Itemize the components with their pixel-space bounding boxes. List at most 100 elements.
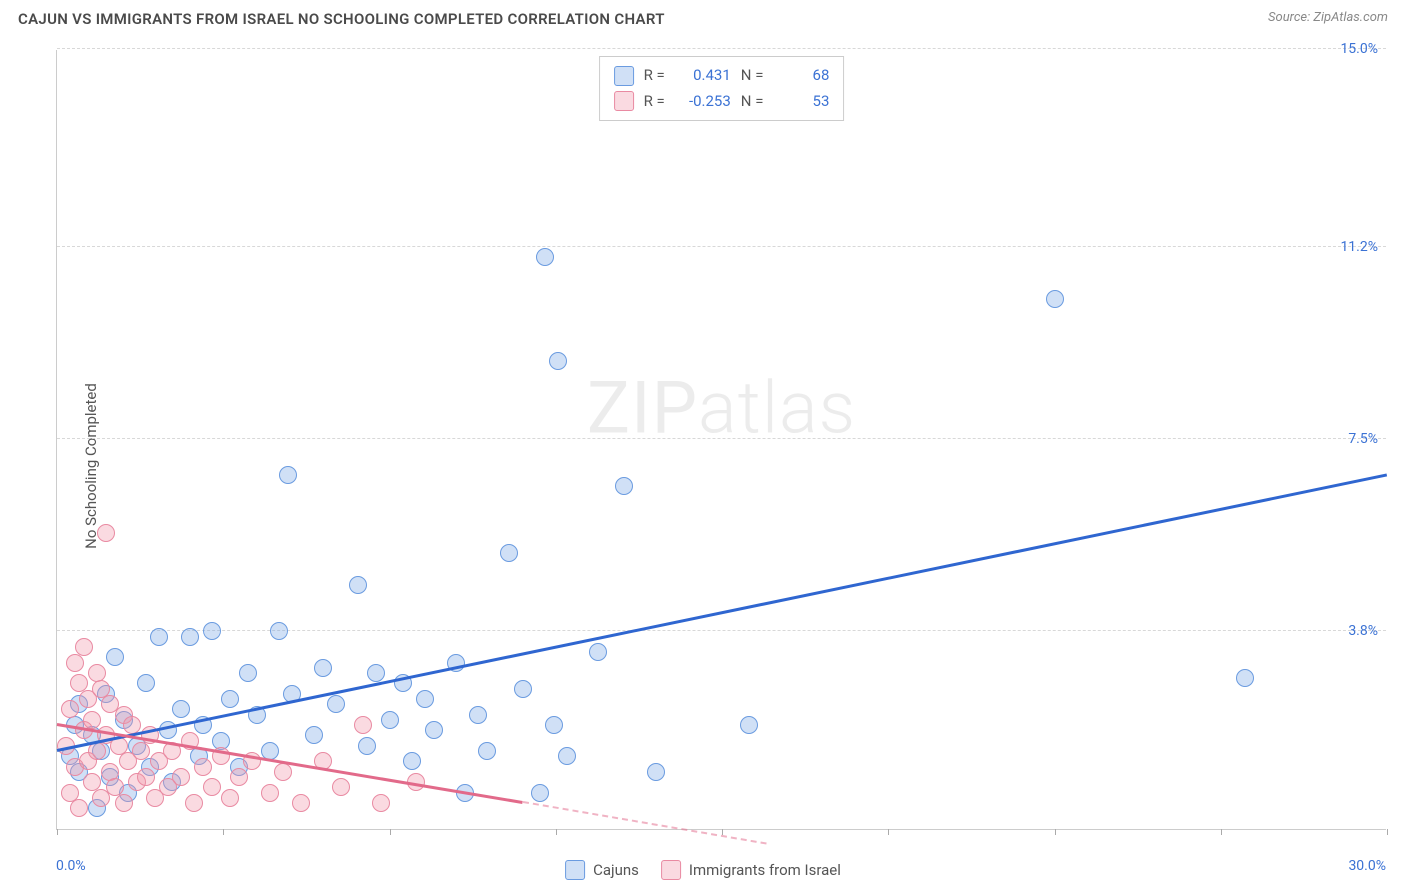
- data-point: [279, 466, 297, 484]
- data-point: [1236, 669, 1254, 687]
- gridline: [57, 438, 1386, 439]
- x-max-label: 30.0%: [1348, 858, 1386, 874]
- data-point: [181, 628, 199, 646]
- data-point: [239, 664, 257, 682]
- n-label-2: N =: [741, 89, 764, 115]
- data-point: [66, 654, 84, 672]
- n-value-2: 53: [773, 89, 829, 115]
- data-point: [70, 799, 88, 817]
- data-point: [403, 752, 421, 770]
- source-label: Source: ZipAtlas.com: [1268, 10, 1388, 25]
- x-tick: [390, 829, 391, 835]
- data-point: [137, 768, 155, 786]
- x-tick: [223, 829, 224, 835]
- data-point: [83, 711, 101, 729]
- data-point: [500, 544, 518, 562]
- r-value-2: -0.253: [675, 89, 731, 115]
- data-point: [327, 695, 345, 713]
- legend-label-2: Immigrants from Israel: [689, 861, 841, 879]
- data-point: [425, 721, 443, 739]
- data-point: [381, 711, 399, 729]
- data-point: [558, 747, 576, 765]
- y-tick-label: 15.0%: [1340, 41, 1378, 57]
- data-point: [261, 784, 279, 802]
- legend-swatch-1: [565, 860, 585, 880]
- data-point: [203, 622, 221, 640]
- stats-legend-box: R = 0.431 N = 68 R = -0.253 N = 53: [599, 56, 845, 121]
- gridline: [57, 246, 1386, 247]
- gridline: [57, 630, 1386, 631]
- data-point: [647, 763, 665, 781]
- data-point: [354, 716, 372, 734]
- x-tick: [556, 829, 557, 835]
- data-point: [203, 778, 221, 796]
- data-point: [358, 737, 376, 755]
- swatch-series1: [614, 66, 634, 86]
- x-tick: [1221, 829, 1222, 835]
- data-point: [740, 716, 758, 734]
- data-point: [305, 726, 323, 744]
- data-point: [545, 716, 563, 734]
- data-point: [115, 794, 133, 812]
- swatch-series2: [614, 91, 634, 111]
- data-point: [97, 524, 115, 542]
- data-point: [221, 690, 239, 708]
- data-point: [137, 674, 155, 692]
- data-point: [367, 664, 385, 682]
- data-point: [132, 742, 150, 760]
- trend-line: [57, 473, 1388, 751]
- chart-title: CAJUN VS IMMIGRANTS FROM ISRAEL NO SCHOO…: [18, 10, 665, 28]
- data-point: [314, 659, 332, 677]
- x-min-label: 0.0%: [56, 858, 86, 874]
- x-tick: [57, 829, 58, 835]
- n-value-1: 68: [773, 63, 829, 89]
- trend-line: [522, 801, 766, 845]
- data-point: [106, 648, 124, 666]
- y-tick-label: 7.5%: [1348, 431, 1378, 447]
- gridline: [57, 48, 1386, 49]
- legend-swatch-2: [661, 860, 681, 880]
- data-point: [478, 742, 496, 760]
- data-point: [172, 700, 190, 718]
- r-value-1: 0.431: [675, 63, 731, 89]
- data-point: [221, 789, 239, 807]
- data-point: [270, 622, 288, 640]
- data-point: [514, 680, 532, 698]
- r-label-1: R =: [644, 63, 665, 89]
- stats-row-2: R = -0.253 N = 53: [614, 89, 830, 115]
- data-point: [88, 742, 106, 760]
- plot-area: ZIPatlas R = 0.431 N = 68 R = -0.253 N =…: [56, 50, 1386, 830]
- chart-container: No Schooling Completed ZIPatlas R = 0.43…: [0, 40, 1406, 892]
- data-point: [150, 628, 168, 646]
- r-label-2: R =: [644, 89, 665, 115]
- y-tick-label: 11.2%: [1340, 239, 1378, 255]
- data-point: [230, 768, 248, 786]
- x-tick: [1387, 829, 1388, 835]
- bottom-legend: Cajuns Immigrants from Israel: [565, 860, 841, 880]
- data-point: [172, 768, 190, 786]
- data-point: [1046, 290, 1064, 308]
- x-tick: [1055, 829, 1056, 835]
- data-point: [469, 706, 487, 724]
- data-point: [536, 248, 554, 266]
- legend-item-1: Cajuns: [565, 860, 639, 880]
- data-point: [349, 576, 367, 594]
- data-point: [416, 690, 434, 708]
- data-point: [372, 794, 390, 812]
- n-label-1: N =: [741, 63, 764, 89]
- data-point: [332, 778, 350, 796]
- y-tick-label: 3.8%: [1348, 623, 1378, 639]
- data-point: [61, 700, 79, 718]
- data-point: [589, 643, 607, 661]
- data-point: [274, 763, 292, 781]
- stats-row-1: R = 0.431 N = 68: [614, 63, 830, 89]
- legend-label-1: Cajuns: [593, 861, 639, 879]
- data-point: [185, 794, 203, 812]
- x-tick: [888, 829, 889, 835]
- data-point: [549, 352, 567, 370]
- data-point: [292, 794, 310, 812]
- legend-item-2: Immigrants from Israel: [661, 860, 841, 880]
- data-point: [531, 784, 549, 802]
- data-point: [194, 758, 212, 776]
- data-point: [75, 638, 93, 656]
